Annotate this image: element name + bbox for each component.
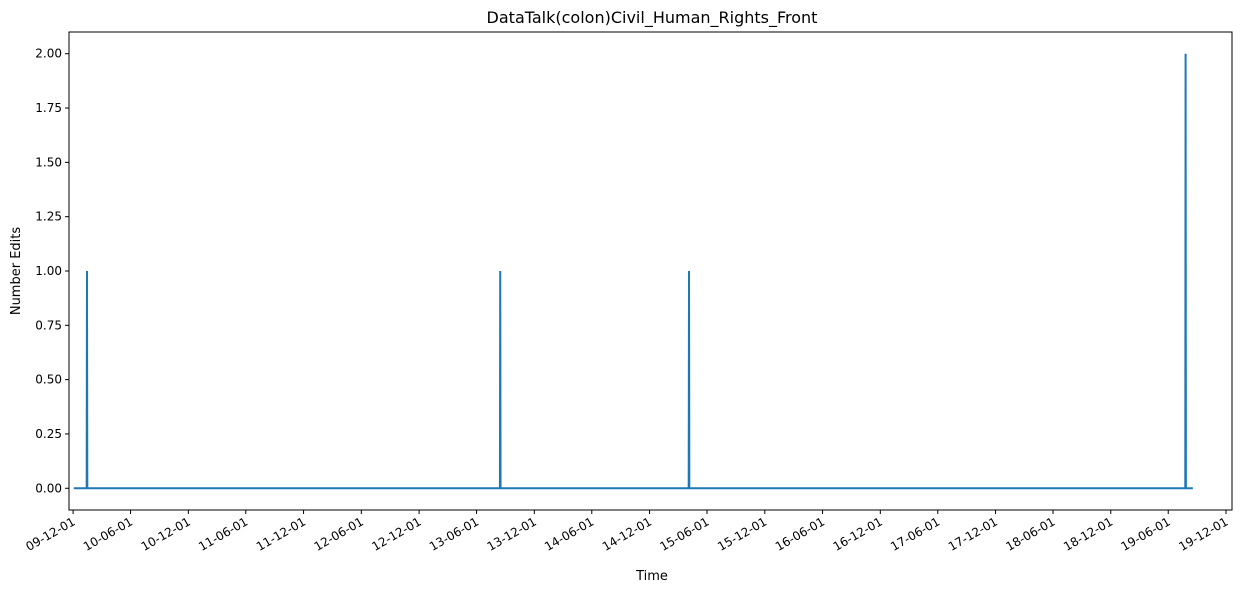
series-line	[73, 53, 1193, 490]
series-layer	[73, 53, 1193, 490]
y-tick-label: 0.75	[35, 318, 62, 332]
y-tick-label: 1.25	[35, 210, 62, 224]
y-tick-label: 0.00	[35, 481, 62, 495]
chart-title: DataTalk(colon)Civil_Human_Rights_Front	[487, 8, 818, 28]
y-tick-label: 2.00	[35, 47, 62, 61]
y-tick-label: 1.50	[35, 155, 62, 169]
y-tick-label: 1.00	[35, 264, 62, 278]
y-tick-label: 1.75	[35, 101, 62, 115]
y-axis: 0.00 0.25 0.50 0.75 1.00 1.25 1.50 1.75 2.00	[35, 47, 69, 495]
y-tick-label: 0.25	[35, 427, 62, 441]
y-tick-label: 0.50	[35, 373, 62, 387]
y-axis-label: Number Edits	[9, 227, 24, 316]
x-axis-label: Time	[635, 569, 668, 584]
